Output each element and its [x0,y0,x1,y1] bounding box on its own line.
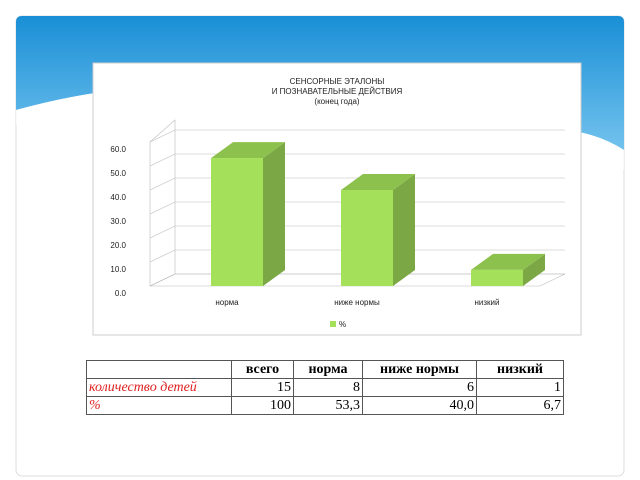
bar [211,142,285,286]
y-tick-label: 50.0 [110,169,126,178]
table-header-cell: всего [231,360,294,379]
table-header: всего норма ниже нормы низкий [86,360,564,379]
bar-side [523,253,545,286]
table-cell: 8 [293,378,363,397]
x-tick-label: норма [215,298,239,307]
y-tick-label: 30.0 [110,217,126,226]
table-cell: 6,7 [476,396,564,415]
grid-line-side [149,129,176,143]
chart-subtitle: (конец года) [314,97,360,106]
y-tick-label: 60.0 [110,145,126,154]
bar-side [393,174,415,286]
table-cell: 100 [231,396,294,415]
chart-title: И ПОЗНАВАТЕЛЬНЫЕ ДЕЙСТВИЯ [272,87,403,96]
row-label: % [86,396,232,415]
x-tick-label: низкий [475,298,500,307]
x-tick-label: ниже нормы [334,298,380,307]
table-cell: 53,3 [293,396,363,415]
side-wall [149,119,176,287]
bar-top [341,174,415,190]
table-corner [86,360,232,379]
bar-top [471,253,545,270]
bar-side [263,142,285,286]
table-cell: 1 [476,378,564,397]
bar [471,253,545,286]
y-tick-label: 40.0 [110,193,126,202]
legend-swatch [330,321,336,327]
chart-title: СЕНСОРНЫЕ ЭТАЛОНЫ [290,77,385,86]
bar-top [211,142,285,159]
table-header-cell: ниже нормы [362,360,477,379]
table-header-cell: низкий [476,360,564,379]
grid-line-side [149,249,176,263]
table-cell: 6 [362,378,477,397]
data-table: всего норма ниже нормы низкий количество… [86,360,564,415]
legend-label: % [339,320,346,329]
table-row: % 100 53,3 40,0 6,7 [86,396,564,415]
bar-front [211,158,263,286]
grid-line-side [149,153,176,167]
grid-line-side [149,201,176,215]
bar [341,174,415,286]
row-label: количество детей [86,378,232,397]
grid-line-side [149,225,176,239]
table-cell: 40,0 [362,396,477,415]
y-tick-label: 20.0 [110,241,126,250]
grid-line-side [149,273,176,287]
y-tick-label: 0.0 [115,289,127,298]
table-row: количество детей 15 8 6 1 [86,378,564,397]
bar-front [471,269,523,286]
bar-front [341,190,393,286]
table-header-cell: норма [293,360,363,379]
y-tick-label: 10.0 [110,265,126,274]
chart-frame [92,62,582,336]
table-cell: 15 [231,378,294,397]
grid-line-side [149,177,176,191]
